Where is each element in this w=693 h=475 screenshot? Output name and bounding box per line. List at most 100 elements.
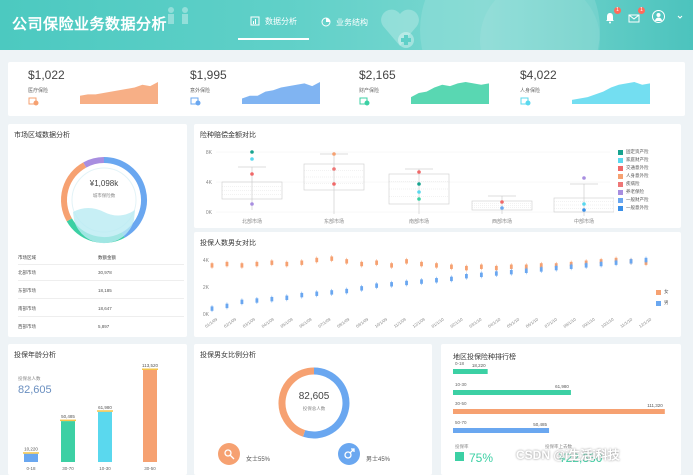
gender-center-label: 投保总人数 [302, 406, 326, 411]
region-donut-chart [61, 157, 147, 244]
ranking-bar [453, 409, 665, 414]
ranking-category: 10-30 [455, 382, 467, 387]
x-tick-label: 02/1/10 [449, 316, 464, 328]
legend-item[interactable]: 交通意外险 [618, 164, 649, 172]
tab-business-structure[interactable]: 业务结构 [309, 4, 380, 40]
family-icon [168, 7, 188, 24]
pie-icon [321, 17, 331, 27]
legend-item[interactable]: 一般意外险 [618, 204, 649, 212]
divider [18, 280, 184, 281]
table-row: 西部市场 5,897 [18, 324, 178, 330]
legend-swatch [618, 181, 623, 187]
notification-button[interactable]: 1 [604, 6, 621, 23]
mail-button[interactable]: 1 [628, 6, 645, 23]
cell-amount: 18,647 [98, 306, 112, 311]
gender-center-value: 82,605 [298, 391, 330, 402]
header-actions: 1 1 [604, 6, 683, 23]
tab-label: 业务结构 [336, 17, 368, 27]
cell-region: 东部市场 [18, 288, 36, 293]
region-center-label: 城市保险数 [92, 193, 116, 198]
legend-label: 一般意外险 [626, 205, 649, 210]
region-card: 市场区域数据分析 ¥1,098k 城市保险数 市场区域 数额金额 北部市场 30,… [8, 124, 187, 337]
claim-legend: 固定资产险家庭财产险交通意外险 人身意外险疾病险 养老保险一般财产险一般意外险 [618, 148, 649, 212]
x-tick-label: 07/1/10 [544, 316, 559, 328]
heart-cross-icon [381, 9, 419, 48]
sparkline-area [572, 82, 650, 104]
box-point [250, 202, 254, 206]
divider [18, 298, 184, 299]
legend-label: 固定资产险 [626, 149, 649, 154]
cell-amount: 30,978 [98, 270, 112, 275]
kpi-value: $1,995 [190, 68, 227, 82]
ranking-bar [453, 390, 571, 395]
region-center-value: ¥1,098k [89, 179, 119, 188]
ranking-value: 111,320 [647, 403, 663, 408]
age-bar-category: 10-30 [99, 466, 111, 471]
kpi-label: 人身保险 [520, 88, 541, 94]
cell-region: 北部市场 [18, 270, 36, 275]
legend-label: 家庭财产险 [626, 157, 649, 162]
legend-label: 人身意外险 [626, 173, 649, 178]
box-point [250, 150, 254, 154]
ranking-bar [453, 428, 550, 433]
legend-item[interactable]: 养老保险 [618, 188, 649, 196]
age-bar-value: 113,520 [142, 363, 158, 368]
legend-label: 养老保险 [626, 189, 644, 194]
age-bar-value: 50,485 [61, 414, 75, 419]
claim-title: 险种赔偿金额对比 [200, 132, 256, 139]
x-tick-label: 09/1/09 [355, 316, 370, 328]
kpi-value: $2,165 [359, 68, 396, 82]
legend-label: 一般财产险 [626, 197, 649, 202]
app-title: 公司保险业务数据分析 [12, 16, 168, 33]
cell-region: 南部市场 [18, 306, 36, 311]
age-bar [98, 411, 112, 462]
box-point [417, 182, 421, 186]
legend-item[interactable]: 疾病险 [618, 180, 649, 188]
age-bar-cap [60, 419, 76, 422]
tab-data-analysis[interactable]: 数据分析 [238, 4, 309, 40]
legend-swatch [618, 157, 623, 163]
chevron-down-icon[interactable] [677, 14, 683, 20]
age-bar-cap [23, 452, 39, 454]
kpi-value: $1,022 [28, 68, 65, 82]
box-point [332, 167, 336, 171]
region-table-header: 市场区域 数额金额 [18, 255, 178, 261]
x-tick-label: 01/1/09 [204, 316, 219, 328]
legend-item[interactable]: 固定资产险 [618, 148, 649, 156]
legend-swatch [618, 165, 623, 171]
x-tick-label: 03/1/10 [468, 316, 483, 328]
user-avatar[interactable] [652, 10, 665, 23]
kpi-label: 医疗保险 [28, 88, 49, 94]
region-title: 市场区域数据分析 [14, 132, 70, 139]
table-row: 南部市场 18,647 [18, 306, 178, 312]
x-tick-label: 10/1/10 [600, 316, 615, 328]
kpi-label: 财产保险 [359, 88, 380, 94]
box-point [500, 206, 504, 210]
legend-item[interactable]: 家庭财产险 [618, 156, 649, 164]
box-point [250, 157, 254, 161]
legend-swatch [618, 173, 623, 179]
donut-segment [61, 162, 87, 222]
growth-label: 投保率上去数 [545, 444, 572, 449]
rate-label: 投保率 [455, 444, 469, 449]
gender-donut-segment [303, 367, 350, 439]
female-label: 女士55% [246, 457, 271, 463]
male-label: 男士45% [366, 457, 391, 463]
table-row: 北部市场 30,978 [18, 270, 178, 276]
col-amount: 数额金额 [98, 255, 116, 260]
kpi-value: $4,022 [520, 68, 557, 82]
kpi-strip [8, 62, 685, 116]
legend-item[interactable]: 人身意外险 [618, 172, 649, 180]
box-point [582, 202, 586, 206]
x-tick-label: 04/1/10 [487, 316, 502, 328]
notification-badge: 1 [614, 6, 621, 14]
x-tick-label: 09/1/10 [581, 316, 596, 328]
x-tick-label: 中部市场 [574, 218, 594, 225]
legend-label: 男 [664, 300, 669, 305]
legend-item[interactable]: 一般财产险 [618, 196, 649, 204]
bell-icon [606, 12, 614, 23]
age-bar-cap [142, 368, 158, 370]
header-decor [480, 0, 600, 50]
sparkline-area [242, 82, 320, 104]
age-bar-chart: 10,220 0-18 50,485 30-70 61,980 10-30 113,520 3… [23, 363, 158, 471]
